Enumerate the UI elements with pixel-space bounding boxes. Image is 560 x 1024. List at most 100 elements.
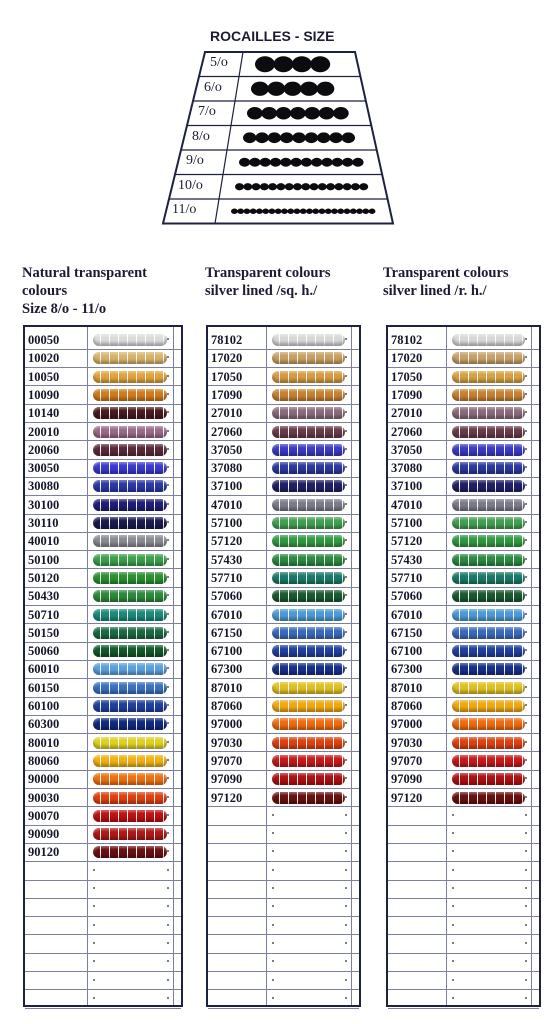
row-dot: [93, 923, 95, 926]
table-row: [208, 825, 359, 843]
table-row: [388, 972, 539, 990]
table-row: 57100: [208, 514, 359, 532]
column-header-line: Size 8/o - 11/o: [22, 301, 107, 317]
bead-strip: [452, 517, 525, 529]
table-row: 57120: [388, 532, 539, 550]
table-row: 57710: [388, 569, 539, 587]
table-row: 87010: [208, 679, 359, 697]
color-code: 67300: [211, 662, 243, 677]
bead-strip: [272, 425, 345, 438]
row-dot: [525, 777, 527, 780]
row-line: [388, 440, 539, 442]
black-bead: [350, 183, 360, 191]
row-line: [208, 458, 359, 460]
color-code: 90000: [28, 772, 60, 787]
row-dot: [525, 429, 527, 432]
row-dot: [345, 484, 347, 487]
row-line: [25, 1007, 181, 1009]
color-code: 60010: [28, 662, 60, 677]
bead-strip: [272, 626, 345, 639]
black-bead: [284, 183, 294, 191]
row-line: [25, 842, 181, 844]
row-dot: [167, 667, 169, 670]
table-row: 47010: [388, 496, 539, 514]
row-dot: [525, 557, 527, 560]
row-line: [388, 550, 539, 552]
table-row: 10050: [25, 368, 181, 386]
black-bead: [300, 81, 318, 96]
size-chart-frame: [161, 51, 395, 225]
row-dot: [167, 978, 169, 981]
bead-strip: [452, 754, 525, 767]
black-bead: [312, 208, 320, 214]
black-bead: [311, 157, 323, 167]
row-line: [208, 788, 359, 789]
table-row: 97090: [208, 770, 359, 788]
row-line: [25, 714, 181, 716]
color-code: 27010: [211, 406, 243, 421]
bead-strip: [272, 407, 345, 420]
table-row: [208, 880, 359, 898]
bead-strip: [93, 663, 167, 676]
bead-strip: [93, 535, 167, 548]
table-row: 67300: [388, 660, 539, 678]
row-dot: [167, 887, 169, 889]
bead-strip: [93, 773, 167, 786]
color-code: 80060: [28, 753, 60, 768]
table-row: [25, 972, 181, 990]
black-bead: [290, 107, 306, 120]
color-code: 30100: [28, 497, 60, 512]
table-row: 30080: [25, 477, 181, 495]
table-row: 57430: [388, 551, 539, 569]
row-line: [388, 769, 539, 771]
black-bead: [306, 208, 313, 214]
color-code: 00050: [28, 333, 60, 347]
black-bead: [342, 157, 354, 167]
color-code: 30080: [28, 479, 60, 494]
black-bead: [337, 208, 345, 214]
color-code: 27010: [391, 406, 423, 421]
black-bead: [329, 132, 343, 144]
black-bead: [304, 132, 319, 144]
color-code: 37100: [391, 479, 423, 494]
color-code: 37080: [391, 461, 423, 476]
bead-strip: [93, 388, 167, 401]
color-code: 67010: [211, 607, 243, 622]
bead-strip: [452, 718, 525, 731]
row-line: [25, 531, 181, 533]
row-dot: [345, 685, 347, 688]
column-header-silver-r: Transparent colours silver lined /r. h./: [383, 264, 558, 300]
column-header-natural: Natural transparent colours Size 8/o - 1…: [22, 264, 202, 318]
row-dot: [272, 960, 274, 963]
color-code: 37050: [391, 442, 423, 457]
bead-strip: [272, 443, 345, 456]
row-line: [208, 678, 359, 680]
black-bead: [249, 208, 257, 214]
row-dot: [93, 941, 95, 944]
row-dot: [525, 612, 527, 615]
table-row: [208, 807, 359, 825]
row-line: [208, 696, 359, 698]
row-line: [208, 403, 359, 405]
bead-strip: [452, 443, 525, 456]
row-dot: [452, 941, 454, 944]
table-row: 97120: [208, 789, 359, 807]
row-dot: [345, 392, 347, 395]
color-code: 37080: [211, 461, 243, 476]
black-bead: [269, 157, 282, 167]
color-code: 97090: [391, 772, 423, 787]
bead-strip: [93, 370, 167, 383]
row-dot: [525, 887, 527, 889]
black-bead: [256, 208, 263, 214]
row-dot: [93, 887, 95, 889]
row-line: [208, 1007, 359, 1009]
row-dot: [167, 722, 169, 725]
row-dot: [167, 740, 169, 743]
bead-strip: [93, 334, 167, 346]
row-line: [208, 916, 359, 918]
row-line: [388, 531, 539, 533]
color-code: 60150: [28, 680, 60, 695]
row-dot: [525, 630, 527, 633]
table-divider: [87, 327, 88, 1005]
row-dot: [345, 447, 347, 450]
